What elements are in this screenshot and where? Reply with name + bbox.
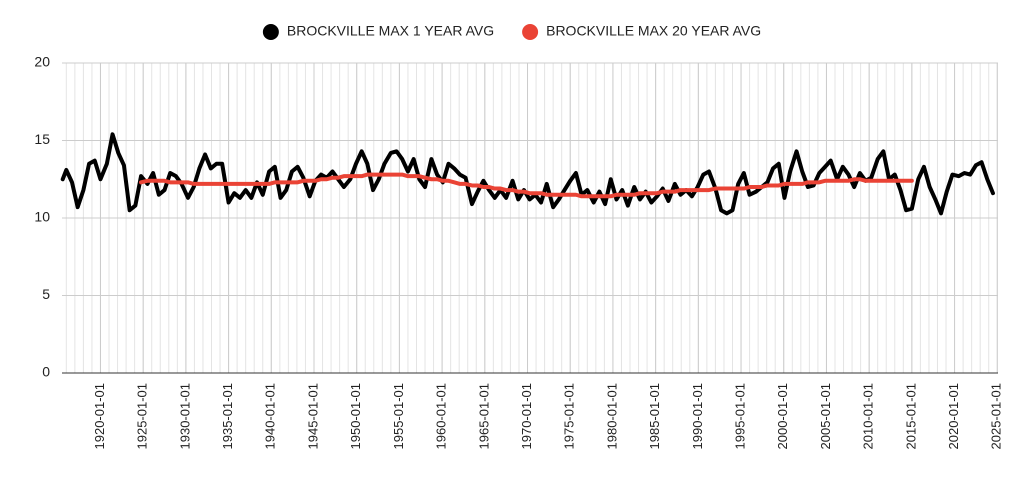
x-tick-label: 1970-01-01 <box>519 383 534 450</box>
x-tick-label: 1950-01-01 <box>348 383 363 450</box>
legend-label: BROCKVILLE MAX 20 YEAR AVG <box>546 23 761 39</box>
x-tick-label: 2010-01-01 <box>861 383 876 450</box>
legend-marker <box>522 24 539 40</box>
x-tick-label: 1980-01-01 <box>604 383 619 450</box>
x-tick-label: 2015-01-01 <box>903 383 918 450</box>
x-tick-label: 1960-01-01 <box>434 383 449 450</box>
x-tick-label: 1920-01-01 <box>92 383 107 450</box>
legend-label: BROCKVILLE MAX 1 YEAR AVG <box>287 23 494 39</box>
x-tick-label: 1930-01-01 <box>177 383 192 450</box>
x-tick-label: 1940-01-01 <box>263 383 278 450</box>
y-tick-label: 10 <box>34 209 50 225</box>
y-tick-label: 20 <box>34 54 50 70</box>
x-tick-label: 1925-01-01 <box>135 383 150 450</box>
x-tick-label: 1990-01-01 <box>690 383 705 450</box>
x-tick-label: 1945-01-01 <box>305 383 320 450</box>
x-tick-label: 1985-01-01 <box>647 383 662 450</box>
legend: BROCKVILLE MAX 1 YEAR AVG BROCKVILLE MAX … <box>262 23 761 40</box>
legend-marker <box>262 24 279 40</box>
y-tick-label: 5 <box>42 286 50 302</box>
x-tick-label: 2025-01-01 <box>989 383 1004 450</box>
x-tick-label: 2020-01-01 <box>946 383 961 450</box>
x-tick-label: 1975-01-01 <box>562 383 577 450</box>
x-tick-label: 1955-01-01 <box>391 383 406 450</box>
x-tick-label: 1935-01-01 <box>220 383 235 450</box>
y-tick-label: 15 <box>34 131 50 147</box>
y-tick-label: 0 <box>42 364 50 380</box>
series-line <box>139 172 914 199</box>
series-line <box>60 132 995 216</box>
x-tick-label: 2005-01-01 <box>818 383 833 450</box>
x-tick-label: 1995-01-01 <box>732 383 747 450</box>
x-tick-label: 1965-01-01 <box>476 383 491 450</box>
x-tick-label: 2000-01-01 <box>775 383 790 450</box>
